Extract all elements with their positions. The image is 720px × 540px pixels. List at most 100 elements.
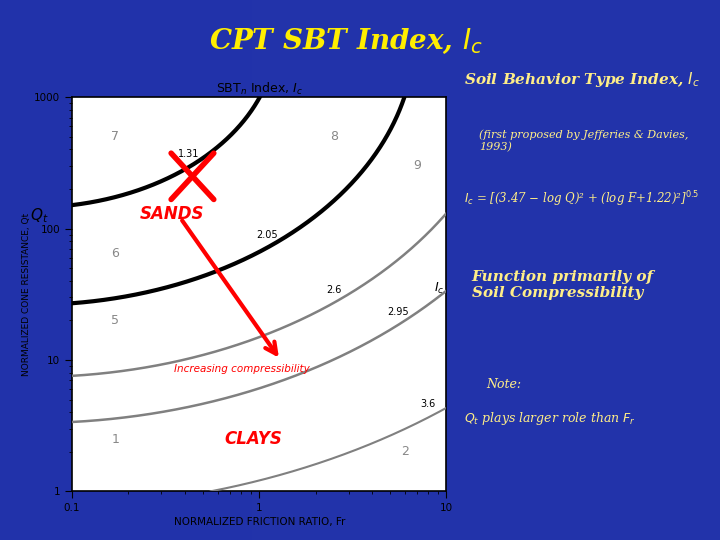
Text: CPT SBT Index, $I_c$: CPT SBT Index, $I_c$: [209, 27, 482, 56]
Bar: [691, 0, 698, 540]
Bar: [504, 0, 511, 540]
Bar: [187, 0, 194, 540]
Text: Increasing compressibility: Increasing compressibility: [174, 364, 310, 374]
Bar: [418, 0, 425, 540]
Bar: [281, 0, 288, 540]
Bar: [533, 0, 540, 540]
Text: $I_c$ = [(3.47 − log Q)² + (log F+1.22)²]$^{0.5}$: $I_c$ = [(3.47 − log Q)² + (log F+1.22)²…: [464, 189, 700, 208]
Bar: [7, 0, 14, 540]
Text: 3.6: 3.6: [420, 400, 436, 409]
Text: $I_c$: $I_c$: [434, 281, 445, 296]
Text: $Q_t$ plays larger role than $F_r$: $Q_t$ plays larger role than $F_r$: [464, 410, 636, 427]
Bar: [590, 0, 598, 540]
Bar: [677, 0, 684, 540]
Bar: [360, 0, 367, 540]
Text: Function primarily of
Soil Compressibility: Function primarily of Soil Compressibili…: [472, 270, 654, 300]
Text: $Q_t$: $Q_t$: [30, 207, 49, 225]
Bar: [518, 0, 526, 540]
Bar: [259, 0, 266, 540]
Bar: [490, 0, 497, 540]
Bar: [410, 0, 418, 540]
Text: 2: 2: [401, 446, 409, 458]
Bar: [108, 0, 115, 540]
Text: 2.95: 2.95: [387, 307, 409, 317]
Bar: [331, 0, 338, 540]
Bar: [238, 0, 245, 540]
Bar: [266, 0, 274, 540]
Bar: [382, 0, 389, 540]
Bar: [338, 0, 346, 540]
Text: 1: 1: [111, 433, 119, 446]
Bar: [634, 0, 641, 540]
Bar: [626, 0, 634, 540]
Bar: [194, 0, 202, 540]
Text: 2.6: 2.6: [326, 285, 341, 295]
Bar: [122, 0, 130, 540]
Bar: [612, 0, 619, 540]
Bar: [180, 0, 187, 540]
Bar: [65, 0, 72, 540]
Bar: [137, 0, 144, 540]
Bar: [641, 0, 648, 540]
Text: 5: 5: [111, 314, 119, 327]
Bar: [713, 0, 720, 540]
Bar: [554, 0, 562, 540]
Bar: [425, 0, 432, 540]
Text: 8: 8: [330, 130, 338, 143]
Bar: [662, 0, 670, 540]
Bar: [684, 0, 691, 540]
Bar: [151, 0, 158, 540]
Bar: [569, 0, 576, 540]
Bar: [295, 0, 302, 540]
Bar: [230, 0, 238, 540]
Text: 7: 7: [111, 130, 119, 143]
Bar: [511, 0, 518, 540]
Bar: [706, 0, 713, 540]
Bar: [245, 0, 252, 540]
Bar: [202, 0, 209, 540]
Text: SANDS: SANDS: [140, 205, 204, 222]
Bar: [475, 0, 482, 540]
Bar: [50, 0, 58, 540]
Text: 6: 6: [111, 247, 119, 260]
Bar: [540, 0, 547, 540]
Bar: [274, 0, 281, 540]
Bar: [598, 0, 605, 540]
Text: Soil Behavior Type Index, $I_c$: Soil Behavior Type Index, $I_c$: [464, 70, 701, 89]
Bar: [0, 0, 7, 540]
Bar: [43, 0, 50, 540]
Bar: [461, 0, 468, 540]
Bar: [302, 0, 310, 540]
Bar: [403, 0, 410, 540]
Bar: [158, 0, 166, 540]
Bar: [317, 0, 324, 540]
Bar: [353, 0, 360, 540]
Bar: [144, 0, 151, 540]
Bar: [605, 0, 612, 540]
Y-axis label: NORMALIZED CONE RESISTANCE, Qt: NORMALIZED CONE RESISTANCE, Qt: [22, 213, 31, 376]
Bar: [216, 0, 223, 540]
Bar: [432, 0, 439, 540]
Text: CLAYS: CLAYS: [224, 430, 282, 448]
Bar: [58, 0, 65, 540]
Bar: [396, 0, 403, 540]
Text: 9: 9: [413, 159, 421, 172]
Bar: [223, 0, 230, 540]
Bar: [29, 0, 36, 540]
Bar: [670, 0, 677, 540]
Bar: [324, 0, 331, 540]
Bar: [36, 0, 43, 540]
Text: Note:: Note:: [486, 378, 521, 391]
Title: SBT$_n$ Index, $I_c$: SBT$_n$ Index, $I_c$: [216, 81, 302, 97]
Bar: [86, 0, 94, 540]
Bar: [252, 0, 259, 540]
Bar: [454, 0, 461, 540]
Bar: [166, 0, 173, 540]
Bar: [655, 0, 662, 540]
Bar: [446, 0, 454, 540]
Bar: [468, 0, 475, 540]
Bar: [288, 0, 295, 540]
Bar: [346, 0, 353, 540]
Bar: [209, 0, 216, 540]
Bar: [14, 0, 22, 540]
